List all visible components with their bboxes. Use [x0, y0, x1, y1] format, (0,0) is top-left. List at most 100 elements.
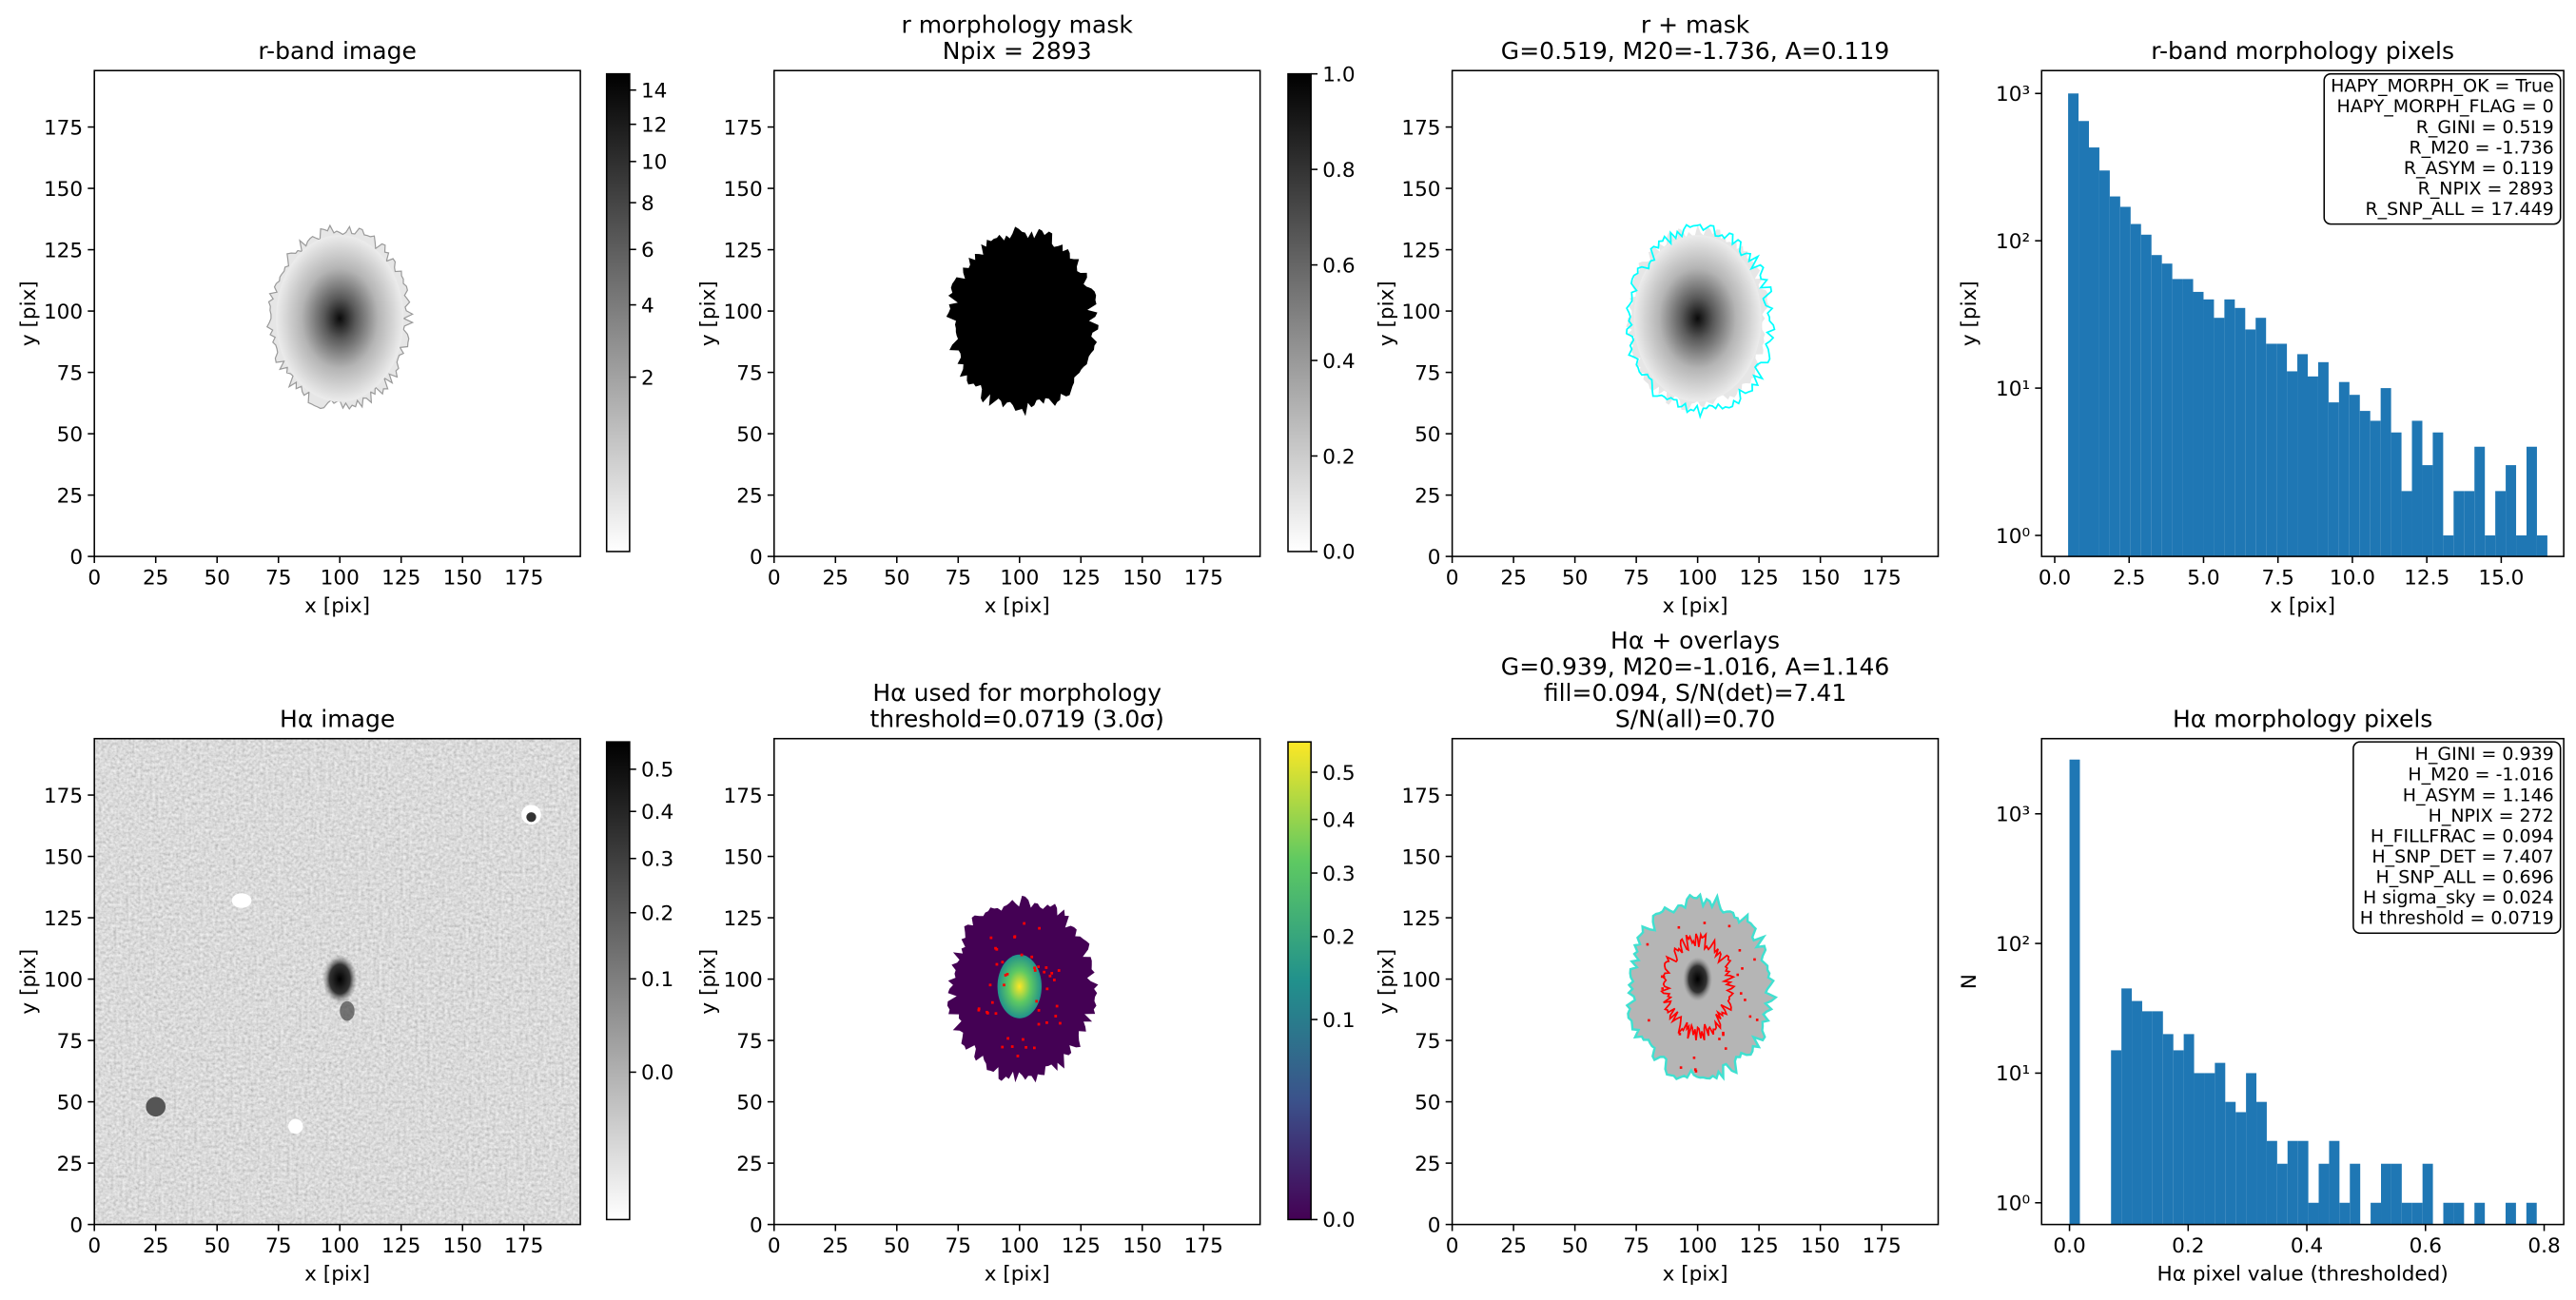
colorbar-tick-label: 0.1 — [641, 968, 673, 992]
y-tick-label: 150 — [1401, 178, 1440, 202]
y-tick-label: 125 — [1401, 907, 1440, 931]
bar — [2371, 1202, 2382, 1225]
bar — [2401, 1202, 2412, 1225]
info-line: R_M20 = -1.736 — [2409, 137, 2553, 158]
detection-pixel — [1741, 967, 1744, 970]
bar — [2453, 491, 2465, 557]
y-tick-label: 175 — [44, 116, 83, 140]
y-tick-label: 10³ — [1996, 804, 2030, 827]
bar — [2307, 376, 2318, 557]
panel-title: fill=0.094, S/N(det)=7.41 — [1544, 679, 1846, 707]
x-tick-label: 0.4 — [2291, 1234, 2323, 1258]
x-tick-label: 0.2 — [2172, 1234, 2204, 1258]
panel-title: Hα + overlays — [1610, 627, 1780, 654]
colorbar-tick-label: 0.5 — [1322, 762, 1355, 786]
y-tick-label: 10² — [1996, 230, 2030, 254]
bar — [2443, 535, 2454, 557]
y-tick-label: 100 — [44, 968, 83, 992]
colorbar-tick-label: 10 — [641, 151, 667, 175]
y-axis-label: y [pix] — [1375, 949, 1398, 1015]
x-tick-label: 0 — [1446, 1234, 1459, 1258]
detection-pixel — [1038, 926, 1041, 930]
bar — [2078, 121, 2089, 557]
y-tick-label: 175 — [44, 785, 83, 808]
x-tick-label: 10.0 — [2330, 566, 2375, 590]
bar — [2141, 1011, 2153, 1225]
plot-area — [1452, 70, 1939, 557]
x-tick-label: 12.5 — [2404, 566, 2449, 590]
x-tick-label: 0 — [768, 566, 781, 590]
panel: 0 25 50 75 100 125 150 175 0 25 50 75 100 125 150 175 x … — [17, 706, 673, 1287]
detection-pixel — [1724, 1047, 1727, 1050]
y-tick-label: 0 — [69, 546, 83, 570]
x-tick-label: 150 — [443, 566, 482, 590]
bar — [2140, 234, 2152, 557]
info-box-frame — [2352, 741, 2562, 935]
bar — [2422, 465, 2433, 557]
axes-frame — [772, 737, 1261, 1226]
x-tick-label: 175 — [1184, 1234, 1223, 1258]
detection-pixel — [1025, 1045, 1027, 1049]
detection-pixel — [1037, 1008, 1041, 1012]
info-line: H sigma_sky = 0.024 — [2363, 887, 2554, 908]
x-tick-label: 25 — [1500, 1234, 1526, 1258]
info-line: H_SNP_DET = 7.407 — [2371, 846, 2553, 867]
y-axis-label: y [pix] — [17, 281, 41, 346]
colorbar-tick-label: 8 — [641, 192, 654, 216]
y-tick-label: 25 — [1415, 1153, 1440, 1176]
detection-pixel — [1727, 924, 1731, 928]
x-axis-label: x [pix] — [1663, 1262, 1728, 1286]
plot-area — [94, 738, 581, 1225]
bar — [2287, 371, 2298, 557]
y-tick-label: 50 — [1415, 423, 1440, 447]
y-tick-label: 75 — [1415, 361, 1440, 385]
x-tick-label: 50 — [884, 1234, 909, 1258]
y-tick-label: 50 — [736, 1091, 762, 1115]
y-tick-label: 0 — [69, 1213, 83, 1237]
detection-pixel — [1738, 949, 1742, 952]
panel-title: r + mask — [1641, 11, 1750, 39]
bar — [2215, 1062, 2226, 1225]
detection-pixel — [977, 1008, 981, 1012]
y-tick-label: 125 — [44, 907, 83, 931]
y-axis-label: y [pix] — [17, 949, 41, 1015]
y-tick-label: 50 — [736, 423, 762, 447]
x-tick-label: 0.0 — [2039, 566, 2071, 590]
galaxy-core — [1683, 957, 1713, 1001]
x-tick-label: 50 — [884, 566, 909, 590]
detection-pixel — [1648, 1019, 1650, 1022]
plot-area — [773, 738, 1260, 1225]
colorbar-tick-label: 0.8 — [1322, 159, 1355, 183]
y-tick-label: 0 — [750, 1213, 763, 1237]
bar — [2339, 1202, 2351, 1225]
info-line: HAPY_MORPH_OK = True — [2331, 76, 2554, 97]
bar — [2266, 1140, 2277, 1225]
bar — [2370, 420, 2381, 557]
detection-pixel — [1059, 1021, 1062, 1025]
detection-pixel — [1054, 1015, 1058, 1018]
bar — [2203, 299, 2215, 557]
bar — [2485, 535, 2496, 557]
x-tick-label: 0.8 — [2527, 1234, 2560, 1258]
y-axis-label: N — [1958, 974, 1981, 989]
detection-pixel — [1013, 936, 1016, 939]
y-tick-label: 50 — [57, 423, 83, 447]
y-tick-label: 25 — [57, 484, 83, 508]
detection-pixel — [1703, 922, 1707, 924]
y-axis-label: y [pix] — [1375, 281, 1398, 346]
bar — [2204, 1073, 2215, 1225]
detection-pixel — [1736, 973, 1740, 977]
bar — [2194, 1073, 2205, 1225]
y-tick-label: 125 — [44, 239, 83, 262]
bar — [2088, 147, 2099, 557]
panel: 0 25 50 75 100 125 150 175 0 25 50 75 100 125 150 175 x … — [697, 11, 1356, 618]
colorbar — [605, 741, 631, 1221]
panel-title: Hα morphology pixels — [2173, 706, 2432, 733]
bar — [2317, 361, 2329, 557]
bar — [2506, 465, 2517, 557]
x-tick-label: 125 — [1062, 566, 1101, 590]
panel-title: S/N(all)=0.70 — [1615, 706, 1775, 733]
detection-pixel — [1001, 1045, 1005, 1049]
colorbar-tick-label: 4 — [641, 294, 654, 318]
y-tick-label: 10⁰ — [1996, 525, 2030, 549]
